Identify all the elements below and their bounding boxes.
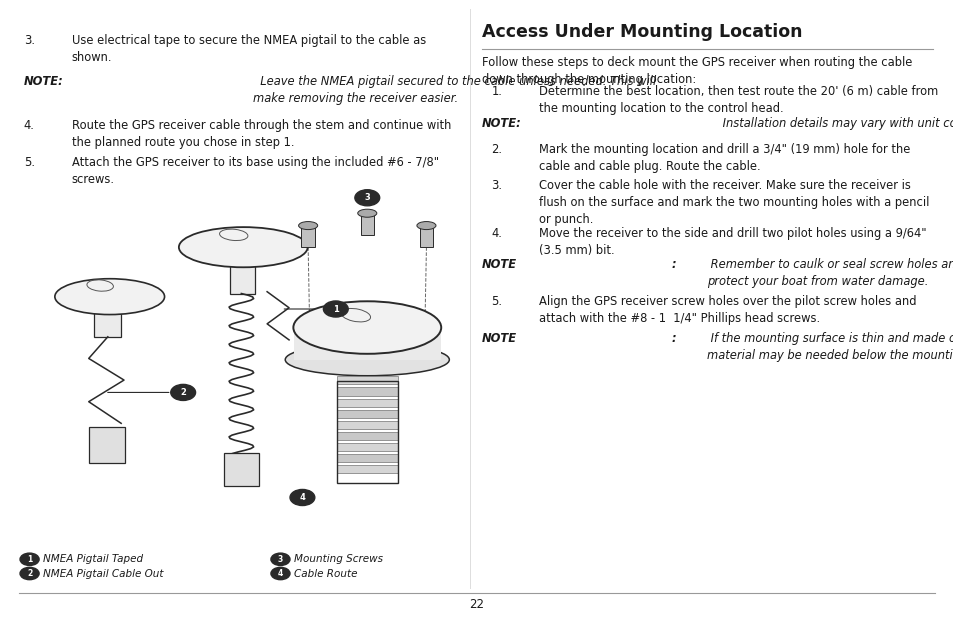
Text: 3.: 3. (24, 34, 35, 47)
Bar (336, 381, 397, 483)
Bar (336, 432, 397, 440)
Circle shape (355, 190, 379, 206)
Text: Remember to caulk or seal screw holes and drilled holes as needed to
protect you: Remember to caulk or seal screw holes an… (707, 258, 953, 288)
Text: Align the GPS receiver screw holes over the pilot screw holes and
attach with th: Align the GPS receiver screw holes over … (538, 295, 916, 326)
Text: NOTE:: NOTE: (481, 117, 521, 130)
Circle shape (323, 301, 348, 317)
Bar (419, 226, 433, 247)
Text: 2: 2 (27, 569, 32, 578)
Text: Use electrical tape to secure the NMEA pigtail to the cable as
shown.: Use electrical tape to secure the NMEA p… (71, 34, 425, 64)
Text: Mark the mounting location and drill a 3/4" (19 mm) hole for the
cable and cable: Mark the mounting location and drill a 3… (538, 143, 909, 174)
Ellipse shape (298, 221, 317, 229)
Text: 22: 22 (469, 598, 484, 611)
Text: :: : (671, 332, 676, 345)
Bar (336, 454, 397, 462)
Bar (301, 226, 314, 247)
Text: 1.: 1. (491, 85, 501, 98)
Text: If the mounting surface is thin and made of a lighter material, a backing
materi: If the mounting surface is thin and made… (707, 332, 953, 363)
Text: 4: 4 (299, 493, 305, 502)
Text: :: : (671, 258, 676, 271)
Bar (336, 410, 397, 418)
Text: 4.: 4. (491, 227, 501, 240)
Text: 4: 4 (277, 569, 283, 578)
Text: 5.: 5. (491, 295, 502, 308)
Bar (94, 297, 121, 337)
Circle shape (271, 567, 290, 580)
Text: Route the GPS receiver cable through the stem and continue with
the planned rout: Route the GPS receiver cable through the… (71, 119, 451, 149)
Circle shape (271, 553, 290, 565)
Ellipse shape (357, 209, 376, 217)
Text: 3.: 3. (491, 179, 502, 192)
Text: Determine the best location, then test route the 20' (6 m) cable from
the mounti: Determine the best location, then test r… (538, 85, 938, 116)
Circle shape (20, 553, 39, 565)
Circle shape (20, 567, 39, 580)
Text: Access Under Mounting Location: Access Under Mounting Location (481, 23, 801, 41)
Bar (336, 421, 397, 429)
Text: 1: 1 (27, 555, 32, 564)
Text: Follow these steps to deck mount the GPS receiver when routing the cable
down th: Follow these steps to deck mount the GPS… (481, 56, 911, 86)
Ellipse shape (55, 279, 165, 315)
Text: Move the receiver to the side and drill two pilot holes using a 9/64"
(3.5 mm) b: Move the receiver to the side and drill … (538, 227, 925, 258)
Text: Mounting Screws: Mounting Screws (294, 554, 382, 564)
Text: NMEA Pigtail Cable Out: NMEA Pigtail Cable Out (43, 569, 163, 578)
Bar (336, 399, 397, 407)
Bar (230, 247, 254, 294)
Text: NOTE: NOTE (481, 258, 517, 271)
Text: 5.: 5. (24, 156, 35, 169)
Text: 3: 3 (364, 193, 370, 202)
Text: Installation details may vary with unit configuration.: Installation details may vary with unit … (719, 117, 953, 130)
FancyBboxPatch shape (294, 326, 440, 360)
Text: NOTE: NOTE (481, 332, 517, 345)
Text: NOTE:: NOTE: (24, 75, 64, 88)
Text: NMEA Pigtail Taped: NMEA Pigtail Taped (43, 554, 143, 564)
Ellipse shape (294, 302, 440, 353)
Ellipse shape (179, 227, 307, 267)
Text: Leave the NMEA pigtail secured to the cable unless needed. This will
make removi: Leave the NMEA pigtail secured to the ca… (253, 75, 656, 106)
Text: Cover the cable hole with the receiver. Make sure the receiver is
flush on the s: Cover the cable hole with the receiver. … (538, 179, 928, 226)
Bar (360, 213, 374, 235)
Bar (336, 387, 397, 396)
Text: Cable Route: Cable Route (294, 569, 357, 578)
Bar (336, 443, 397, 451)
Bar (336, 376, 397, 384)
Text: 4.: 4. (24, 119, 34, 132)
Text: 3: 3 (277, 555, 283, 564)
Circle shape (290, 489, 314, 506)
Bar (336, 465, 397, 473)
Text: 2: 2 (180, 388, 186, 397)
Ellipse shape (285, 344, 449, 376)
Circle shape (171, 384, 195, 400)
Text: Attach the GPS receiver to its base using the included #6 - 7/8"
screws.: Attach the GPS receiver to its base usin… (71, 156, 438, 186)
Text: 1: 1 (333, 305, 338, 313)
Text: 2.: 2. (491, 143, 502, 156)
FancyBboxPatch shape (89, 427, 125, 463)
Ellipse shape (416, 221, 436, 229)
FancyBboxPatch shape (224, 453, 258, 486)
